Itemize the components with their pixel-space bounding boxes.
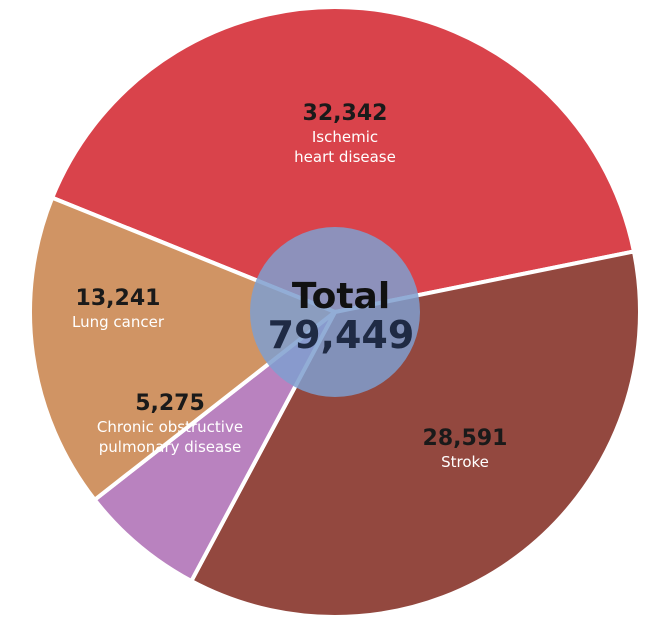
pie-slice-0 <box>50 4 636 314</box>
slice-value-0: 32,342 <box>303 101 388 126</box>
pie-slice-3 <box>28 195 337 502</box>
slice-label-0-1: heart disease <box>294 148 396 166</box>
slice-label-1-0: Stroke <box>441 453 489 471</box>
slice-label-3-0: Lung cancer <box>72 313 165 331</box>
pie-slice-2 <box>92 310 337 584</box>
slice-label-0-0: Ischemic <box>312 128 378 146</box>
slice-value-1: 28,591 <box>423 426 508 451</box>
slice-labels: 32,342 Ischemic heart disease 28,591 Stroke 5… <box>72 101 507 471</box>
total-label: Total <box>292 276 390 317</box>
slice-value-2: 5,275 <box>135 391 205 416</box>
slice-label-2-1: pulmonary disease <box>99 438 241 456</box>
total-value: 79,449 <box>268 313 415 357</box>
pie-slice-1 <box>189 249 642 619</box>
slice-label-2-0: Chronic obstructive <box>97 418 243 436</box>
slice-value-3: 13,241 <box>76 286 161 311</box>
center-circle <box>250 227 420 397</box>
pie-slices <box>28 4 642 619</box>
center-group: Total 79,449 <box>250 227 420 397</box>
